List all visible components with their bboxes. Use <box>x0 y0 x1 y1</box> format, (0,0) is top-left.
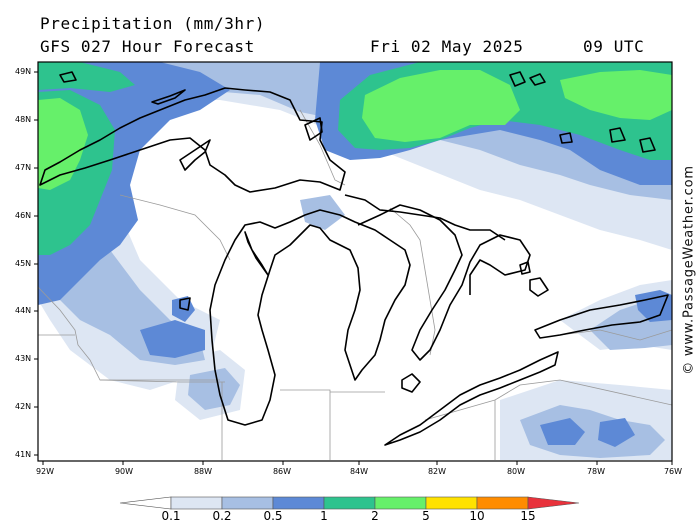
lon-label-76w: 76W <box>663 467 683 476</box>
legend-tick-0-5: 0.5 <box>263 509 283 523</box>
lon-label-86w: 86W <box>272 467 292 476</box>
lat-label-47n: 47N <box>15 163 32 172</box>
forecast-subtitle: GFS 027 Hour Forecast <box>40 37 255 56</box>
lat-label-43n: 43N <box>15 354 32 363</box>
legend-tick-2: 2 <box>371 509 379 523</box>
lon-label-82w: 82W <box>427 467 447 476</box>
lon-label-80w: 80W <box>506 467 526 476</box>
legend-tick-15: 15 <box>520 509 536 523</box>
forecast-time: 09 UTC <box>583 37 645 56</box>
lat-label-42n: 42N <box>15 402 32 411</box>
legend-tick-1: 1 <box>320 509 328 523</box>
page-title: Precipitation (mm/3hr) <box>40 14 266 33</box>
lat-label-48n: 48N <box>15 115 32 124</box>
lon-label-92w: 92W <box>35 467 55 476</box>
forecast-date: Fri 02 May 2025 <box>370 37 524 56</box>
legend-tick-0-2: 0.2 <box>212 509 232 523</box>
lat-label-45n: 45N <box>15 259 32 268</box>
lon-label-88w: 88W <box>193 467 213 476</box>
coastlines <box>39 71 669 446</box>
site-credit: © www.PassageWeather.com <box>681 165 697 375</box>
lon-label-84w: 84W <box>349 467 369 476</box>
legend-tick-5: 5 <box>422 509 430 523</box>
lon-label-78w: 78W <box>586 467 606 476</box>
lat-label-44n: 44N <box>15 306 32 315</box>
lat-label-41n: 41N <box>15 450 32 459</box>
lat-label-46n: 46N <box>15 211 32 220</box>
precip-level-2 <box>38 70 672 190</box>
lat-label-49n: 49N <box>15 67 32 76</box>
axis-ticks <box>34 71 673 465</box>
lon-label-90w: 90W <box>114 467 134 476</box>
political-boundaries <box>38 109 672 460</box>
legend-tick-0-1: 0.1 <box>161 509 181 523</box>
legend-tick-10: 10 <box>469 509 485 523</box>
